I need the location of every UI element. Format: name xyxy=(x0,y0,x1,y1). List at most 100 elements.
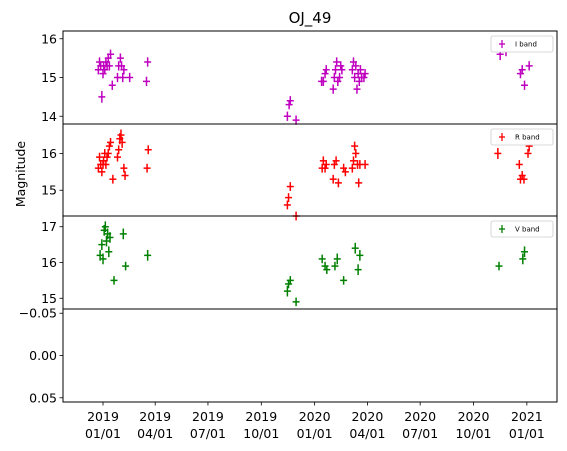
data-point xyxy=(99,253,107,265)
data-point xyxy=(356,249,364,261)
data-point xyxy=(322,160,330,169)
data-point xyxy=(120,163,128,173)
data-point xyxy=(110,276,118,285)
data-point xyxy=(98,167,106,177)
data-point xyxy=(286,96,294,106)
legend-marker xyxy=(499,133,505,141)
data-point xyxy=(114,152,122,162)
y-tick-label: 15 xyxy=(41,291,57,306)
data-point xyxy=(318,254,326,264)
legend-box xyxy=(490,128,554,146)
data-points xyxy=(94,40,533,125)
legend-box xyxy=(490,35,554,53)
x-tick-label-date: 04/01 xyxy=(349,426,385,441)
data-point xyxy=(292,115,300,125)
legend-box xyxy=(490,220,554,238)
data-point xyxy=(354,264,362,276)
y-tick-label: −0.05 xyxy=(19,306,57,321)
legend: V band xyxy=(490,220,554,238)
data-point xyxy=(361,160,369,169)
data-point xyxy=(144,249,152,261)
data-points xyxy=(96,221,529,307)
x-tick-label-year: 2020 xyxy=(458,409,490,424)
data-point xyxy=(521,246,529,258)
data-point xyxy=(117,129,125,141)
legend-label: I band xyxy=(515,41,537,49)
data-point xyxy=(520,174,528,184)
data-point xyxy=(495,261,503,271)
legend-marker xyxy=(499,40,505,48)
y-tick-label: 16 xyxy=(41,31,57,46)
panel-frame xyxy=(62,123,558,217)
panel-frame xyxy=(62,30,558,125)
data-point xyxy=(337,61,345,71)
y-tick-label: 14 xyxy=(41,109,57,124)
data-point xyxy=(142,76,150,87)
data-point xyxy=(352,61,360,71)
legend: I band xyxy=(490,35,554,53)
data-point xyxy=(119,228,127,240)
data-point xyxy=(341,167,349,177)
data-point xyxy=(96,152,104,162)
data-point xyxy=(107,137,115,147)
data-point xyxy=(319,76,327,87)
data-point xyxy=(105,61,113,71)
data-point xyxy=(356,65,364,75)
data-points xyxy=(94,129,533,221)
data-point xyxy=(285,99,293,110)
data-point xyxy=(329,84,337,94)
x-tick-label-date: 01/01 xyxy=(85,426,121,441)
x-tick-label-date: 07/01 xyxy=(190,426,226,441)
data-point xyxy=(292,297,300,307)
data-point xyxy=(331,261,339,271)
x-tick-label-date: 07/01 xyxy=(402,426,438,441)
x-tick-label-year: 2020 xyxy=(299,409,331,424)
panel-4: 0.05 0.00 −0.05 xyxy=(19,306,558,405)
data-point xyxy=(106,232,114,243)
x-tick-label-date: 01/01 xyxy=(509,426,545,441)
data-point xyxy=(109,174,117,184)
data-point xyxy=(333,57,341,67)
data-point xyxy=(524,149,532,158)
data-point xyxy=(355,178,363,188)
panel-frame xyxy=(62,215,558,310)
panel-2: 15 16 R band xyxy=(41,123,558,221)
data-point xyxy=(322,65,330,75)
data-point xyxy=(353,84,361,94)
data-point xyxy=(285,193,293,203)
data-point xyxy=(515,160,523,169)
y-tick-label: 16 xyxy=(41,146,57,161)
data-point xyxy=(329,174,337,184)
x-tick-label-date: 10/01 xyxy=(455,426,491,441)
data-point xyxy=(351,72,359,83)
data-point xyxy=(143,163,151,173)
data-point xyxy=(338,65,346,75)
y-axis-label: Magnitude xyxy=(13,141,28,208)
data-point xyxy=(494,147,502,159)
data-point xyxy=(102,160,110,169)
panel-1: 14 15 16 I band xyxy=(41,30,558,125)
data-point xyxy=(332,65,340,75)
chart-title: OJ_49 xyxy=(289,9,332,28)
x-tick-label-year: 2019 xyxy=(139,409,171,424)
data-point xyxy=(340,276,348,285)
data-point xyxy=(519,253,527,265)
data-point xyxy=(336,72,344,83)
data-point xyxy=(349,156,357,166)
data-point xyxy=(118,136,126,148)
data-point xyxy=(144,57,152,67)
x-axis-ticks: 2019 01/01 2019 04/01 2019 07/01 2019 10/01 2020… xyxy=(85,402,545,441)
data-point xyxy=(334,178,342,188)
data-point xyxy=(116,53,124,63)
data-point xyxy=(286,276,294,285)
y-tick-label: 15 xyxy=(41,70,57,85)
data-point xyxy=(521,80,529,90)
x-tick-label-date: 04/01 xyxy=(137,426,173,441)
data-point xyxy=(98,91,106,103)
data-point xyxy=(361,68,369,79)
x-tick-label-date: 01/01 xyxy=(297,426,333,441)
data-point xyxy=(332,156,340,166)
data-point xyxy=(108,80,116,90)
